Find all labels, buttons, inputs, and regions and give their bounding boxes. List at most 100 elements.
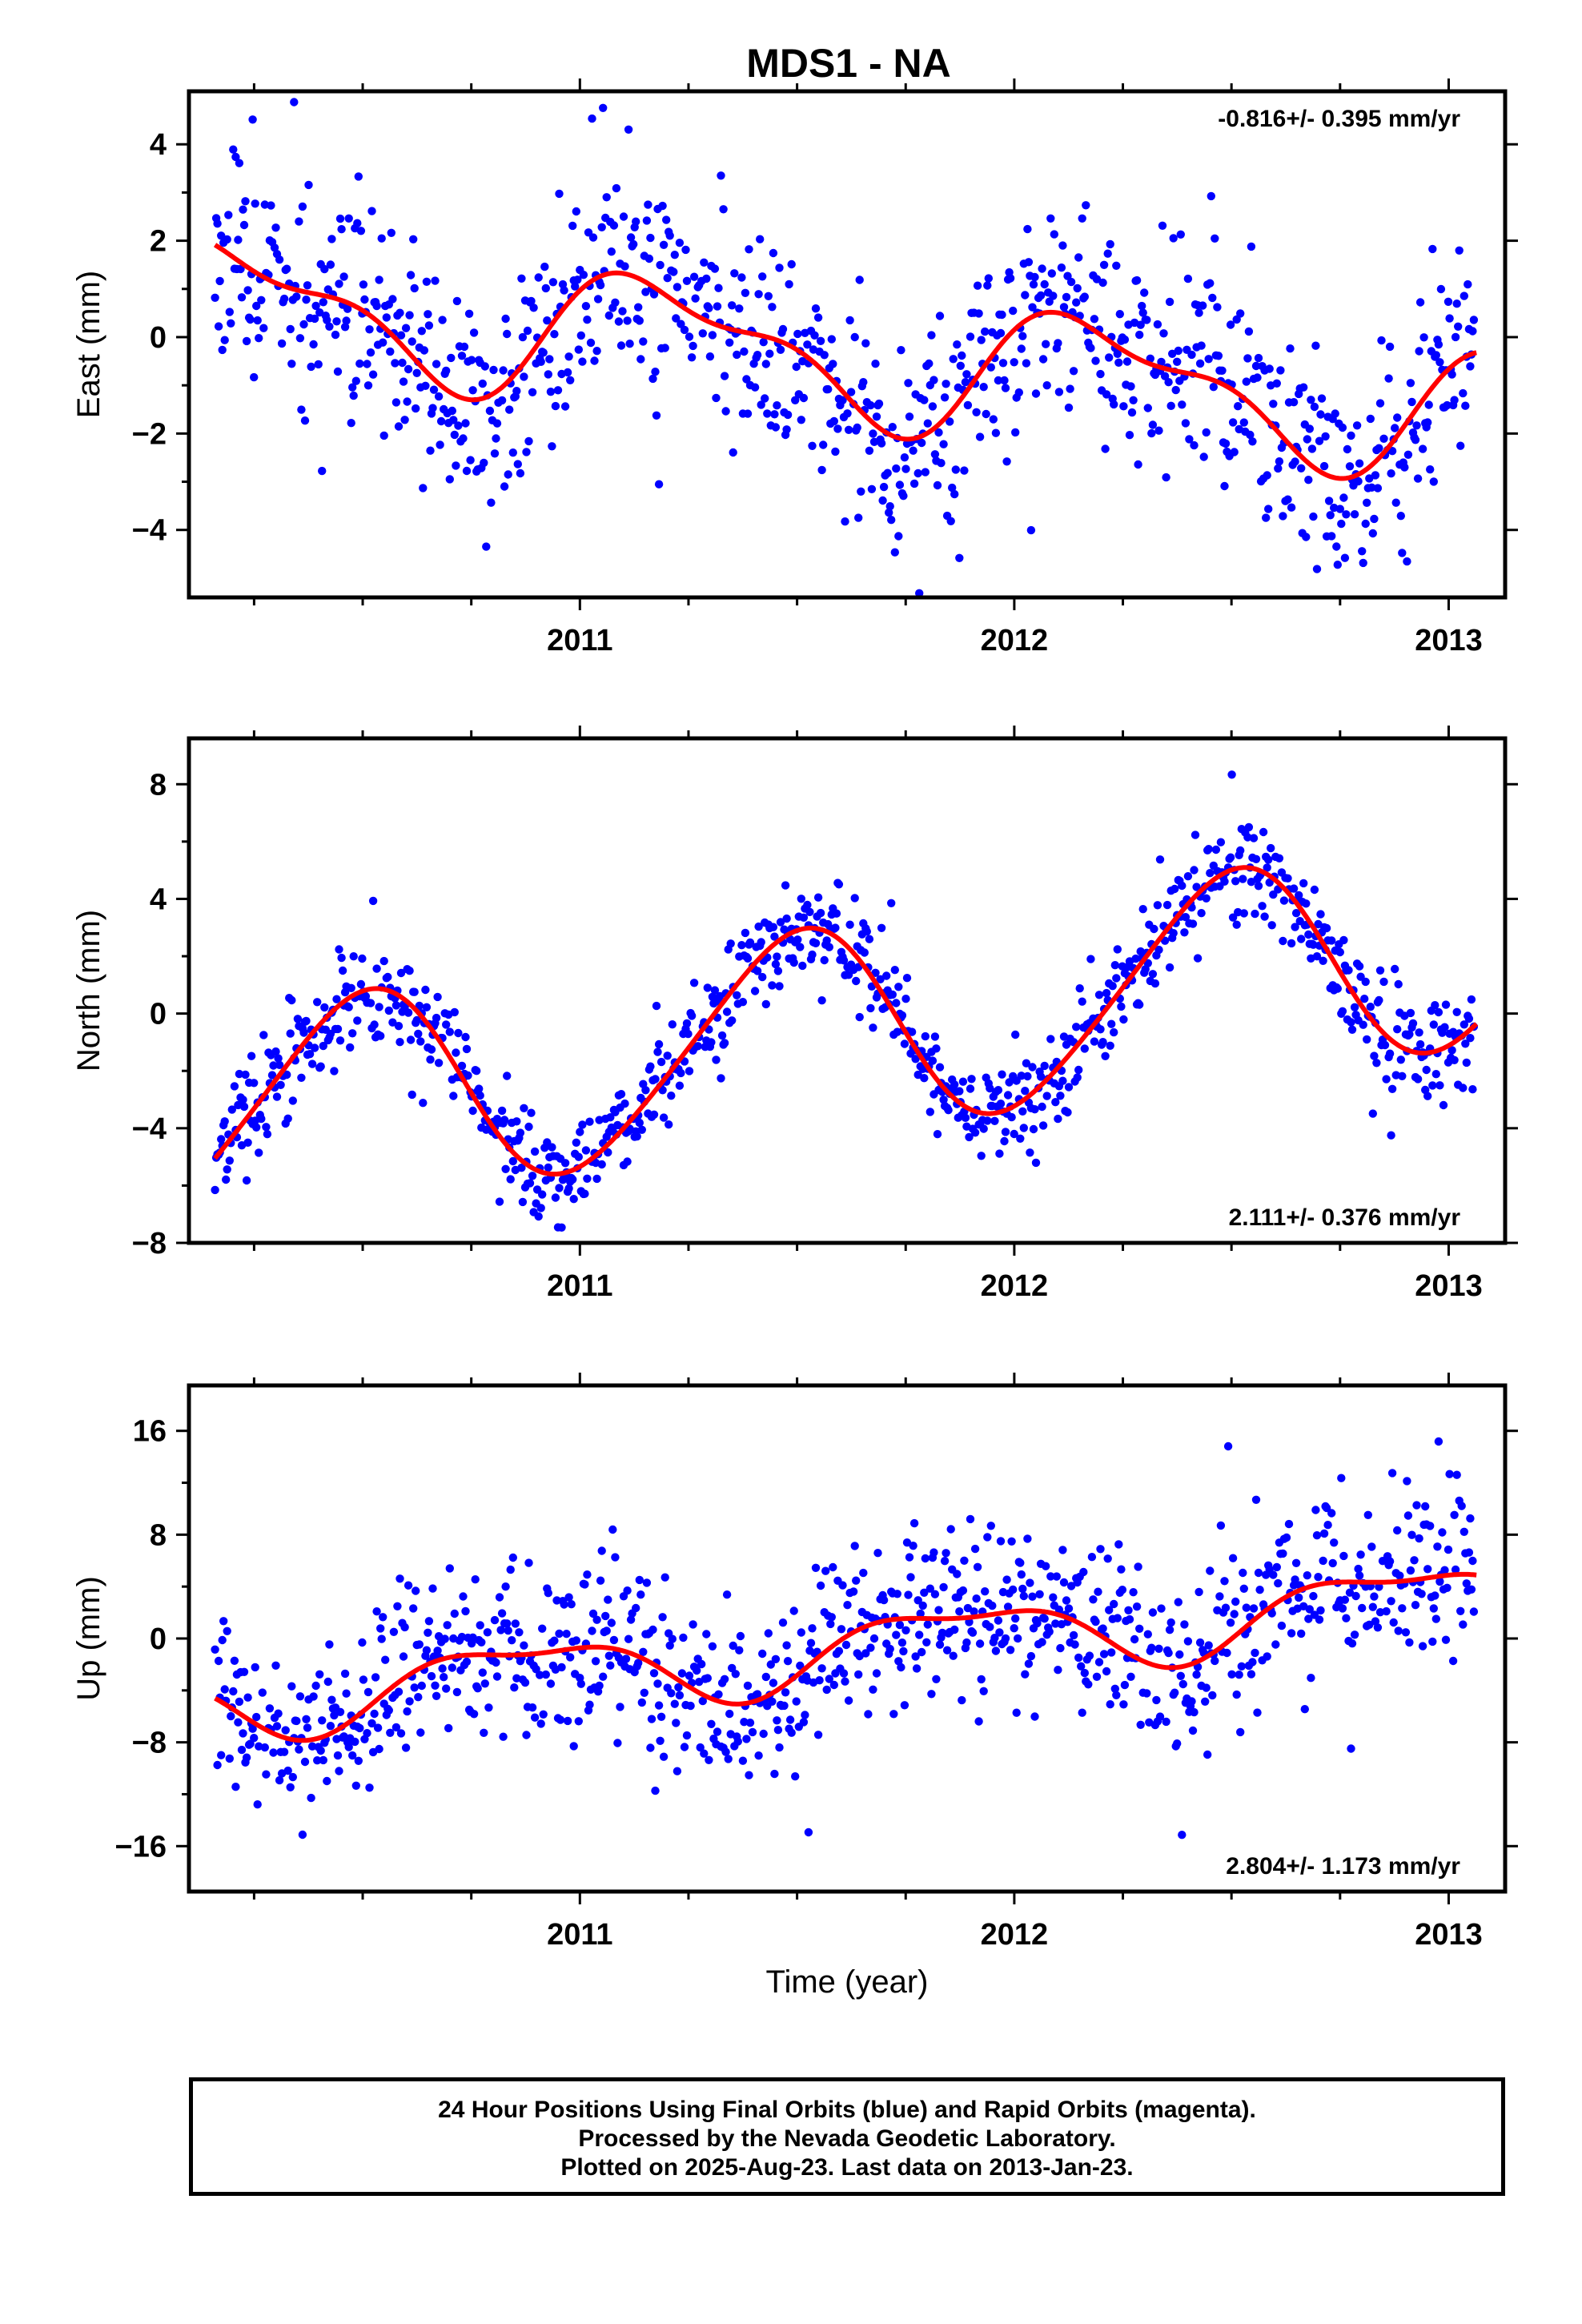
east-data-point (998, 359, 1008, 368)
north-data-point (416, 1037, 425, 1046)
up-data-point (635, 1575, 644, 1585)
up-data-point (921, 1554, 930, 1563)
north-data-point (1267, 843, 1275, 853)
up-data-point (995, 1628, 1004, 1637)
east-data-point (257, 296, 266, 304)
east-data-point (1072, 298, 1081, 307)
east-data-point (445, 475, 454, 484)
up-data-point (417, 1681, 426, 1691)
north-data-point (958, 1077, 968, 1086)
up-data-point (1134, 1562, 1142, 1571)
up-data-point (1406, 1566, 1415, 1575)
north-data-point (1267, 921, 1276, 930)
east-data-point (551, 401, 560, 411)
up-data-point (1078, 1708, 1086, 1717)
east-data-point (1042, 381, 1051, 390)
north-data-point (775, 982, 784, 991)
east-data-point (1140, 288, 1149, 297)
east-data-point (710, 264, 720, 273)
east-data-point (543, 316, 552, 325)
north-data-point (890, 966, 900, 975)
east-data-point (894, 532, 903, 541)
up-data-point (1064, 1604, 1074, 1613)
up-data-point (994, 1616, 1003, 1625)
north-data-point (754, 922, 763, 931)
north-data-point (1030, 1105, 1039, 1114)
up-data-point (986, 1622, 994, 1631)
north-data-point (1031, 1158, 1041, 1168)
east-data-point (728, 301, 737, 310)
east-data-point (1339, 493, 1348, 502)
north-data-point (1154, 945, 1163, 955)
east-data-point (913, 468, 922, 478)
north-data-point (911, 1055, 920, 1063)
up-data-point (599, 1672, 608, 1681)
up-data-point (672, 1719, 681, 1727)
north-data-point (349, 952, 358, 961)
east-data-point (572, 207, 580, 216)
up-data-point (389, 1627, 399, 1637)
north-data-point (1468, 1085, 1477, 1094)
east-data-point (1110, 400, 1118, 409)
up-data-point (1208, 1691, 1217, 1700)
north-data-point (685, 1067, 694, 1076)
up-data-point (1170, 1688, 1179, 1697)
up-data-point (775, 1743, 784, 1752)
north-data-point (548, 1143, 556, 1152)
north-data-point (1359, 1020, 1367, 1029)
east-data-point (867, 485, 877, 493)
up-data-point (1466, 1514, 1475, 1523)
east-data-point (1327, 532, 1336, 541)
east-data-point (592, 347, 601, 356)
east-data-point (524, 436, 533, 446)
up-data-point (1345, 1588, 1355, 1597)
east-data-point (1312, 565, 1322, 573)
east-data-point (689, 341, 697, 351)
east-data-point (1279, 512, 1287, 521)
up-data-point (524, 1558, 533, 1567)
east-data-point (387, 228, 396, 237)
east-data-point (933, 480, 942, 490)
up-data-point (990, 1634, 999, 1642)
north-data-point (845, 920, 854, 929)
up-data-point (1143, 1630, 1153, 1638)
east-data-point (1069, 367, 1078, 376)
up-data-point (1120, 1680, 1130, 1690)
east-data-point (1021, 291, 1030, 300)
east-data-point (1412, 421, 1421, 430)
east-data-point (252, 301, 261, 311)
north-data-point (1211, 845, 1221, 854)
up-data-point (1001, 1634, 1010, 1643)
up-data-point (754, 1751, 763, 1760)
north-data-point (1074, 1065, 1083, 1075)
up-data-point (697, 1659, 706, 1669)
east-data-point (424, 310, 432, 319)
up-data-point (1007, 1537, 1016, 1546)
east-data-point (773, 401, 781, 410)
east-data-point (946, 517, 955, 525)
north-data-point (335, 1036, 345, 1045)
east-data-point (1451, 332, 1460, 342)
up-data-point (768, 1697, 777, 1706)
up-data-point (274, 1709, 283, 1718)
east-data-point (730, 269, 739, 278)
east-data-point (480, 458, 488, 468)
east-data-point (452, 461, 460, 470)
up-data-point (1054, 1666, 1062, 1675)
east-data-point (574, 345, 583, 354)
north-data-point (1165, 963, 1174, 972)
north-data-point (944, 1106, 953, 1115)
east-data-point (396, 331, 406, 340)
east-data-point (1355, 459, 1364, 468)
east-data-point (764, 292, 773, 300)
north-data-point (703, 983, 712, 992)
east-data-point (765, 349, 774, 358)
up-data-point (783, 1657, 793, 1666)
up-data-point (272, 1722, 282, 1731)
up-data-point (1469, 1607, 1479, 1616)
up-data-point (647, 1715, 656, 1723)
east-data-point (672, 314, 681, 323)
up-data-point (404, 1581, 413, 1590)
north-data-point (773, 967, 783, 975)
east-data-point (1042, 340, 1050, 348)
